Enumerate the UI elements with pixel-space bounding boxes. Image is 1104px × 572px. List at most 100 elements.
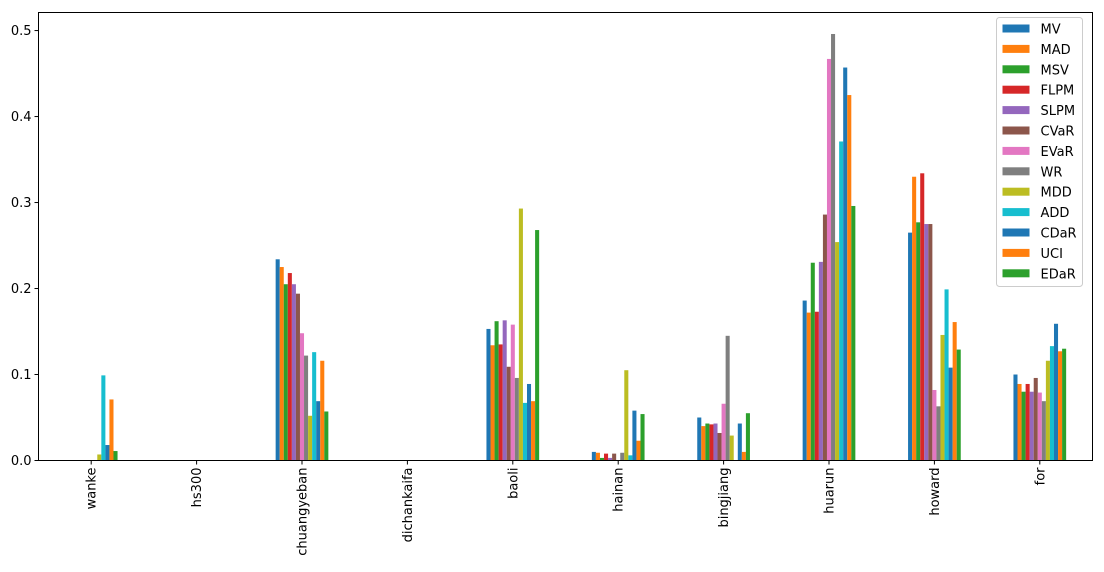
legend-label-wr: WR — [1041, 165, 1063, 180]
bar-flpm-hainan — [604, 453, 609, 461]
bar-uci-howard — [952, 322, 957, 461]
legend-swatch-slpm — [1002, 106, 1030, 115]
legend-swatch-msv — [1002, 65, 1030, 74]
bar-edar-howard — [956, 349, 961, 461]
bar-msv-baoli — [494, 321, 499, 461]
bar-mdd-wanke — [97, 454, 102, 461]
legend-label-mdd: MDD — [1041, 186, 1072, 201]
plot-frame — [38, 12, 1093, 461]
bar-msv-bingjiang — [705, 423, 710, 461]
bar-flpm-huarun — [814, 311, 819, 461]
legend-swatch-cdar — [1002, 228, 1030, 237]
legend-label-msv: MSV — [1041, 63, 1069, 78]
bar-add-chuangyeban — [312, 352, 317, 461]
bar-mv-for — [1013, 374, 1018, 461]
bar-uci-for — [1058, 351, 1063, 461]
bar-mdd-chuangyeban — [308, 415, 313, 461]
legend-swatch-mdd — [1002, 187, 1030, 196]
bar-mad-for — [1017, 383, 1022, 461]
bar-add-baoli — [522, 402, 527, 461]
bar-evar-howard — [932, 389, 937, 461]
bar-edar-bingjiang — [745, 413, 750, 461]
bar-cdar-wanke — [105, 445, 110, 461]
y-tick-label: 0.5 — [11, 24, 32, 39]
legend-label-mad: MAD — [1041, 43, 1071, 58]
bar-edar-chuangyeban — [324, 411, 329, 461]
bar-add-wanke — [101, 375, 106, 461]
legend-label-cvar: CVaR — [1041, 125, 1075, 140]
bar-msv-chuangyeban — [283, 284, 288, 461]
bar-add-hainan — [628, 455, 633, 461]
legend-swatch-wr — [1002, 167, 1030, 176]
bar-add-howard — [944, 289, 949, 461]
legend-swatch-flpm — [1002, 85, 1030, 94]
x-tick-label: bingjiang — [717, 468, 732, 528]
bar-edar-huarun — [851, 205, 856, 461]
bar-cvar-bingjiang — [717, 432, 722, 461]
bar-evar-for — [1037, 392, 1042, 461]
bar-evar-bingjiang — [721, 403, 726, 461]
x-tick-label: baoli — [506, 468, 521, 499]
bar-cdar-bingjiang — [737, 423, 742, 461]
bar-cvar-huarun — [822, 214, 827, 461]
bar-edar-hainan — [640, 414, 645, 461]
bar-msv-huarun — [810, 262, 815, 461]
bar-slpm-baoli — [502, 320, 507, 461]
bar-mv-howard — [908, 232, 913, 461]
bar-flpm-howard — [920, 173, 925, 461]
bar-evar-baoli — [510, 324, 515, 461]
legend-label-flpm: FLPM — [1041, 84, 1075, 99]
bar-flpm-bingjiang — [709, 424, 714, 461]
bar-cdar-chuangyeban — [316, 401, 321, 461]
bar-wr-huarun — [831, 33, 836, 461]
bar-slpm-howard — [924, 224, 929, 461]
bar-slpm-for — [1029, 391, 1034, 461]
legend-swatch-edar — [1002, 269, 1030, 278]
bar-cdar-huarun — [843, 67, 848, 461]
bar-add-huarun — [839, 141, 844, 461]
y-tick-label: 0.1 — [11, 368, 32, 383]
x-tick-label: hainan — [612, 468, 627, 512]
bar-cdar-baoli — [526, 383, 532, 461]
y-tick-label: 0.4 — [11, 110, 32, 125]
bar-mad-hainan — [595, 452, 600, 461]
bar-flpm-chuangyeban — [287, 273, 292, 461]
bar-uci-wanke — [109, 399, 114, 461]
legend-label-slpm: SLPM — [1041, 104, 1076, 119]
bar-mad-chuangyeban — [279, 267, 284, 461]
bar-wr-chuangyeban — [304, 355, 309, 461]
bar-evar-chuangyeban — [299, 333, 305, 461]
x-tick-label: howard — [928, 468, 943, 516]
legend-label-evar: EVaR — [1041, 145, 1074, 160]
legend-swatch-cvar — [1002, 126, 1030, 135]
bar-mv-chuangyeban — [275, 259, 280, 461]
bar-mdd-huarun — [835, 242, 840, 461]
bar-uci-hainan — [636, 440, 641, 461]
bar-evar-huarun — [826, 58, 832, 461]
bar-cdar-hainan — [632, 410, 637, 461]
legend-swatch-add — [1002, 208, 1030, 217]
legend-swatch-evar — [1002, 146, 1030, 155]
bar-msv-for — [1021, 391, 1026, 461]
bar-slpm-chuangyeban — [291, 284, 296, 461]
bar-cvar-chuangyeban — [295, 293, 300, 461]
x-tick-label: for — [1033, 467, 1048, 486]
y-tick-label: 0.0 — [11, 454, 32, 469]
bar-uci-bingjiang — [741, 451, 746, 461]
legend-swatch-uci — [1002, 248, 1030, 257]
legend-swatch-mad — [1002, 44, 1030, 53]
bar-flpm-for — [1025, 383, 1030, 461]
bar-mdd-hainan — [624, 370, 629, 461]
bar-uci-chuangyeban — [320, 360, 325, 461]
bar-edar-for — [1062, 348, 1067, 461]
bar-edar-baoli — [535, 230, 540, 461]
bar-wr-howard — [936, 406, 941, 461]
bar-mv-hainan — [591, 451, 596, 461]
bar-msv-howard — [916, 222, 921, 461]
bar-uci-baoli — [531, 401, 536, 461]
y-tick-label: 0.2 — [11, 282, 32, 297]
legend-swatch-mv — [1002, 24, 1030, 33]
bar-msv-hainan — [599, 457, 605, 461]
bar-mdd-baoli — [518, 208, 523, 461]
bar-add-for — [1049, 346, 1054, 461]
